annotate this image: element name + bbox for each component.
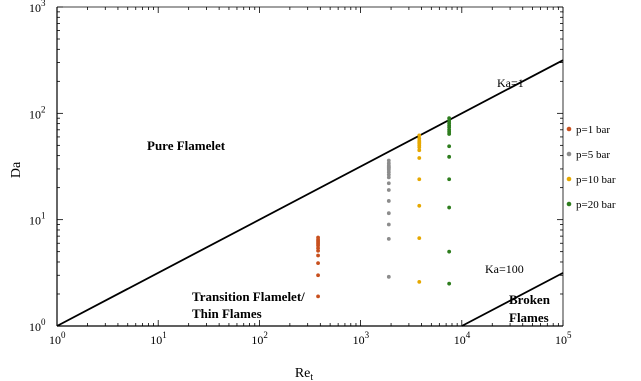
legend-marker: [566, 176, 572, 182]
y-tick-label: 100: [29, 317, 46, 334]
x-axis-label: Ret: [295, 366, 314, 381]
legend-marker: [566, 151, 572, 157]
data-point-series-0: [316, 261, 320, 266]
y-tick-label: 102: [29, 104, 46, 121]
data-point-series-1: [386, 211, 391, 216]
data-point-series-3: [447, 154, 452, 159]
plot-frame: [56, 6, 564, 327]
data-point-series-2: [417, 156, 422, 160]
data-point-series-2: [417, 140, 422, 145]
legend-label: p=1 bar: [576, 124, 610, 136]
data-point-series-2: [417, 133, 422, 138]
y-tick-label: 103: [29, 0, 46, 15]
data-point-series-2: [417, 148, 422, 153]
data-point-series-1: [386, 181, 391, 186]
x-tick-label: 102: [251, 330, 268, 347]
data-point-series-1: [386, 188, 391, 192]
data-point-series-3: [447, 144, 452, 149]
regime-labels: Pure Flamelet Transition Flamelet/ Thin …: [147, 138, 551, 325]
data-point-series-1: [386, 274, 391, 279]
thin-flames-label: Thin Flames: [192, 306, 262, 321]
x-tick-labels: 100 101 102 103 104 105: [49, 330, 572, 347]
data-point-series-0: [316, 253, 320, 258]
flames-label: Flames: [509, 310, 549, 325]
y-tick-label: 101: [29, 211, 46, 228]
legend-label: p=20 bar: [576, 199, 616, 211]
x-axis-label-subscript: t: [310, 372, 313, 381]
x-tick-label: 103: [353, 330, 370, 347]
data-point-series-0: [316, 294, 320, 299]
data-point-series-0: [316, 273, 320, 278]
data-point-series-1: [386, 236, 391, 241]
data-point-series-2: [417, 279, 422, 284]
data-point-series-1: [386, 166, 391, 171]
pure-flamelet-label: Pure Flamelet: [147, 138, 226, 153]
data-point-series-3: [447, 281, 452, 286]
data-point-series-3: [447, 132, 452, 136]
legend-marker: [566, 126, 572, 132]
axis-ticks: [56, 6, 564, 327]
data-point-series-1: [386, 172, 391, 177]
legend-marker: [566, 201, 572, 207]
legend-label: p=5 bar: [576, 149, 610, 161]
x-tick-label: 105: [555, 330, 572, 347]
ka-1-label: Ka=1: [497, 76, 524, 90]
data-point-series-1: [386, 158, 391, 163]
legend: p=1 bar p=5 bar p=10 bar p=20 bar: [566, 124, 616, 211]
data-point-series-3: [447, 249, 452, 254]
x-tick-label: 104: [454, 330, 471, 347]
x-tick-label: 100: [49, 330, 66, 347]
data-point-series-3: [447, 205, 452, 210]
data-point-series-3: [447, 116, 452, 121]
y-tick-labels: 100 101 102 103: [29, 0, 46, 334]
ka-1-line: [56, 59, 564, 327]
data-point-series-1: [386, 199, 391, 203]
x-tick-label: 101: [150, 330, 167, 347]
data-point-series-1: [386, 175, 391, 180]
ka-100-label: Ka=100: [485, 262, 524, 276]
data-point-series-0: [316, 248, 320, 253]
legend-label: p=10 bar: [576, 174, 616, 186]
data-points: [316, 116, 452, 299]
data-point-series-0: [316, 246, 320, 251]
x-axis-label-main: Re: [295, 366, 311, 381]
data-point-series-3: [447, 177, 452, 182]
transition-flamelet-label: Transition Flamelet/: [192, 289, 305, 304]
broken-label: Broken: [509, 292, 551, 307]
y-axis-label: Da: [9, 161, 24, 178]
data-point-series-1: [386, 222, 391, 227]
data-point-series-2: [417, 145, 422, 150]
ka-100-line: [461, 272, 564, 327]
regime-lines: [56, 59, 564, 327]
data-point-series-2: [417, 177, 422, 182]
data-point-series-2: [417, 236, 422, 241]
data-point-series-2: [417, 203, 422, 208]
